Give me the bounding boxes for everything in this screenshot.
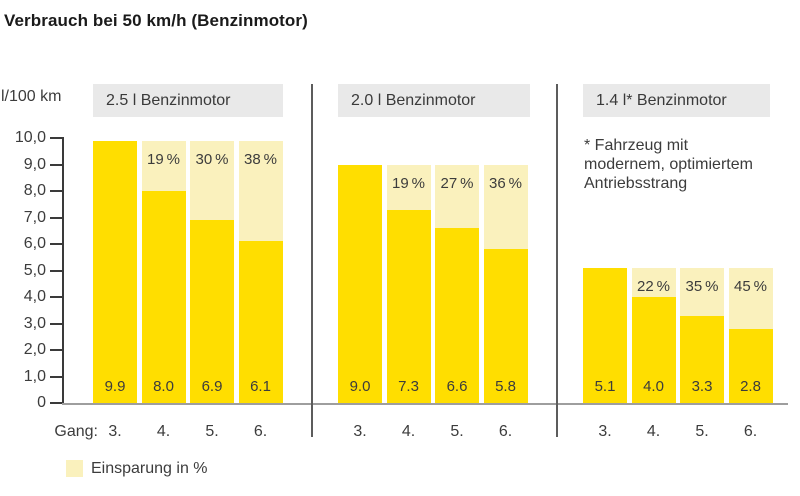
- savings-bar-segment: [728, 267, 773, 329]
- consumption-value-label: 3.3: [691, 378, 713, 395]
- gear-label: 3.: [108, 423, 122, 440]
- y-axis-tick: [50, 163, 62, 166]
- y-axis-tick: [50, 243, 62, 245]
- savings-percent-label: 36 %: [488, 174, 523, 192]
- gear-label: 5.: [205, 423, 219, 440]
- gear-row-label: Gang:: [54, 423, 98, 440]
- gear-label: 4.: [156, 423, 171, 440]
- consumption-bar: [141, 191, 186, 403]
- legend-label: Einsparung in %: [91, 460, 208, 477]
- y-axis-tick: [50, 190, 62, 192]
- consumption-value-label: 5.8: [495, 378, 516, 395]
- consumption-bar: [680, 315, 724, 403]
- y-axis-line: [62, 137, 64, 405]
- savings-percent-label: 30 %: [195, 150, 229, 168]
- consumption-bar: [728, 328, 773, 403]
- y-axis-tick: [50, 137, 62, 139]
- consumption-bar: [93, 140, 137, 403]
- consumption-bar: [631, 297, 676, 403]
- savings-percent-label: 27 %: [440, 174, 474, 192]
- y-axis-tick: [50, 375, 62, 378]
- consumption-bar: [583, 267, 627, 403]
- savings-percent-label: 45 %: [733, 277, 768, 295]
- footnote-line: * Fahrzeug mit: [584, 137, 689, 154]
- savings-bar-segment: [483, 164, 528, 250]
- savings-bar-segment: [631, 267, 676, 297]
- y-axis-tick-label: 7,0: [23, 208, 46, 226]
- y-axis-tick-label: 9,0: [23, 155, 46, 173]
- savings-bar-segment: [141, 140, 186, 191]
- y-axis-tick-label: 5,0: [23, 261, 46, 279]
- y-axis-tick: [50, 349, 62, 351]
- savings-bar-segment: [238, 140, 283, 242]
- gear-label: 6.: [743, 423, 758, 440]
- savings-percent-label: 35 %: [685, 277, 719, 295]
- y-axis-tick-label: 1,0: [23, 367, 46, 385]
- consumption-value-label: 5.1: [594, 378, 616, 395]
- y-axis-tick-label: 10,0: [14, 129, 46, 146]
- gear-label: 6.: [498, 423, 513, 440]
- consumption-bar: [238, 241, 283, 403]
- consumption-bar: [435, 228, 479, 403]
- consumption-value-label: 4.0: [643, 378, 664, 395]
- engine-group-header: 2.0 l Benzinmotor: [338, 84, 530, 117]
- savings-bar-segment: [680, 267, 724, 316]
- savings-legend-swatch: [66, 460, 83, 477]
- group-separator: [311, 84, 313, 437]
- legend: Einsparung in %: [66, 459, 208, 478]
- gear-label: 3.: [353, 423, 367, 440]
- consumption-value-label: 9.9: [104, 378, 126, 395]
- savings-percent-label: 22 %: [636, 277, 671, 295]
- footnote-line: Antriebsstrang: [584, 175, 688, 192]
- savings-bar-segment: [386, 164, 431, 210]
- consumption-value-label: 7.3: [398, 378, 419, 395]
- gear-label: 5.: [695, 423, 709, 440]
- y-axis-tick: [50, 216, 62, 219]
- group-separator: [556, 84, 558, 437]
- footnote: * Fahrzeug mit modernem, optimiertem Ant…: [584, 136, 753, 193]
- savings-bar-segment: [435, 164, 479, 229]
- savings-percent-label: 38 %: [243, 150, 278, 168]
- savings-bar-segment: [190, 140, 234, 221]
- consumption-value-label: 6.1: [250, 378, 271, 395]
- gear-label: 3.: [598, 423, 612, 440]
- consumption-bar: [386, 209, 431, 403]
- x-axis-baseline: [62, 403, 788, 405]
- consumption-bar: [483, 249, 528, 403]
- y-axis-unit-label: l/100 km: [1, 88, 62, 105]
- consumption-value-label: 6.9: [201, 378, 223, 395]
- gear-label: 4.: [646, 423, 661, 440]
- y-axis-tick: [50, 269, 62, 272]
- engine-group-header: 1.4 l* Benzinmotor: [583, 84, 770, 117]
- y-axis-tick-label: 4,0: [23, 288, 46, 305]
- consumption-value-label: 2.8: [740, 378, 761, 395]
- consumption-value-label: 6.6: [446, 378, 468, 395]
- y-axis-tick: [50, 296, 62, 298]
- y-axis-tick-label: 2,0: [23, 341, 46, 358]
- y-axis-tick-label: 3,0: [23, 314, 46, 332]
- consumption-bar: [338, 164, 382, 403]
- chart-title: Verbrauch bei 50 km/h (Benzinmotor): [4, 11, 308, 30]
- engine-group-header: 2.5 l Benzinmotor: [93, 84, 283, 117]
- y-axis-tick: [50, 322, 62, 325]
- y-axis-tick-label: 8,0: [23, 182, 46, 199]
- gear-label: 5.: [450, 423, 464, 440]
- gear-label: 6.: [253, 423, 268, 440]
- y-axis-tick: [50, 402, 62, 404]
- consumption-bar: [190, 220, 234, 403]
- consumption-value-label: 9.0: [349, 378, 371, 395]
- gear-label: 4.: [401, 423, 416, 440]
- y-axis-tick-label: 6,0: [23, 235, 46, 252]
- savings-percent-label: 19 %: [391, 174, 426, 192]
- footnote-line: modernem, optimiertem: [584, 156, 753, 173]
- savings-percent-label: 19 %: [146, 150, 181, 168]
- consumption-value-label: 8.0: [153, 378, 174, 395]
- y-axis-tick-label: 0: [37, 394, 46, 411]
